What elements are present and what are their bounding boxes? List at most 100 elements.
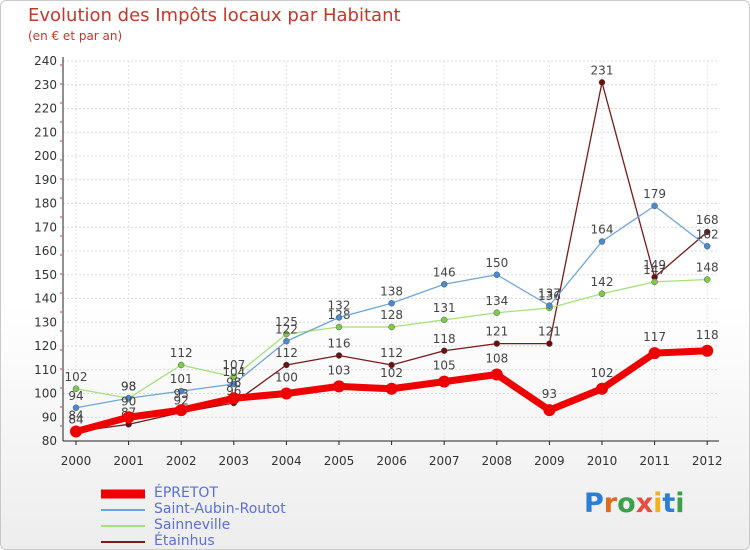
legend-label: ÉPRETOT [154,485,218,501]
data-label: 84 [68,413,83,427]
x-tick-label: 2011 [639,454,670,468]
chart-title: Evolution des Impôts locaux par Habitant [28,5,401,26]
chart-subtitle: (en € et par an) [28,29,123,43]
data-label: 100 [275,371,298,385]
data-point [493,340,501,347]
data-point [335,323,343,331]
data-label: 103 [328,363,351,377]
data-label: 121 [485,325,508,339]
data-label: 148 [696,261,719,275]
data-point [596,382,608,395]
data-label: 125 [275,315,298,329]
x-tick-label: 2012 [692,454,723,468]
y-tick-label: 90 [42,410,57,424]
data-label: 98 [121,379,136,393]
data-label: 94 [68,389,83,403]
data-point [333,380,345,393]
y-tick-label: 160 [34,244,57,258]
logo-letter: t [662,488,676,519]
data-label: 164 [591,223,614,237]
data-label: 149 [643,258,666,272]
data-point [651,202,658,210]
legend-swatch [101,509,145,511]
data-label: 168 [696,213,719,227]
series-saint-aubin-routot: 94 98 101 104 122 132 138 146 150 137 164 179 162 [68,187,719,411]
data-label: 132 [328,299,351,313]
data-point [703,228,711,236]
data-point [70,425,82,438]
legend-swatch [101,541,145,543]
data-point [598,79,606,86]
data-point [283,361,290,369]
x-tick-label: 2010 [587,454,618,468]
data-point [230,380,238,388]
data-label: 117 [643,330,666,344]
x-tick-label: 2006 [376,454,407,468]
data-label: 118 [433,332,456,346]
data-point [72,385,80,392]
data-point [177,387,185,395]
y-tick-label: 100 [34,387,57,401]
y-tick-label: 150 [34,268,57,282]
data-label: 137 [538,287,561,301]
data-label: 146 [433,265,456,279]
data-point [438,375,451,388]
y-tick-label: 120 [34,339,57,353]
data-label: 112 [380,346,403,360]
x-tick-label: 2004 [271,454,302,468]
y-tick-label: 200 [34,149,57,163]
data-label: 93 [174,387,189,401]
legend-label: Sainneville [154,517,231,533]
y-tick-label: 130 [34,315,57,329]
data-label: 102 [380,366,403,380]
y-tick-label: 190 [34,173,57,187]
data-point [440,281,448,288]
data-label: 112 [170,346,193,360]
logo-letter: x [635,488,654,519]
data-label: 116 [328,337,351,351]
data-point [280,387,293,400]
data-point [493,271,501,278]
data-label: 102 [591,366,614,380]
data-point [72,404,80,411]
data-label: 98 [121,379,136,393]
data-label: 179 [643,187,666,201]
data-point [648,347,661,360]
data-point [703,243,711,250]
y-tick-label: 210 [34,125,57,139]
y-tick-label: 140 [34,292,57,306]
data-point [388,361,395,369]
x-tick-label: 2002 [166,454,197,468]
data-label: 101 [170,372,193,386]
data-label: 122 [275,322,298,336]
logo-letter: r [603,488,618,519]
logo-letter: i [675,488,685,519]
y-tick-label: 180 [34,197,57,211]
x-tick-label: 2007 [429,454,460,468]
proxiti-logo: Proxiti [584,488,685,519]
y-tick-label: 230 [34,78,57,92]
data-label: 134 [485,294,508,308]
data-point [440,347,448,354]
data-point [543,404,556,417]
data-label: 102 [65,370,88,384]
data-point [546,302,553,309]
data-label: 131 [433,301,456,315]
legend: ÉPRETOT Saint-Aubin-Routot Sainneville Étai… [101,485,351,549]
data-label: 112 [275,346,298,360]
data-label: 92 [174,394,189,408]
x-tick-label: 2008 [482,454,513,468]
data-label: 118 [696,328,719,342]
x-tick-label: 2003 [219,454,250,468]
y-tick-label: 80 [42,434,57,448]
data-label: 90 [121,394,136,408]
data-point [335,314,343,321]
series--pretot: 84 90 93 98 100 103 102 105 108 93 102 117 118 [68,328,719,438]
data-point [703,276,711,283]
data-label: 98 [226,375,241,389]
logo-letter: P [584,488,604,519]
data-point [598,238,606,245]
data-point [385,382,398,395]
legend-item: Sainneville [101,517,351,534]
